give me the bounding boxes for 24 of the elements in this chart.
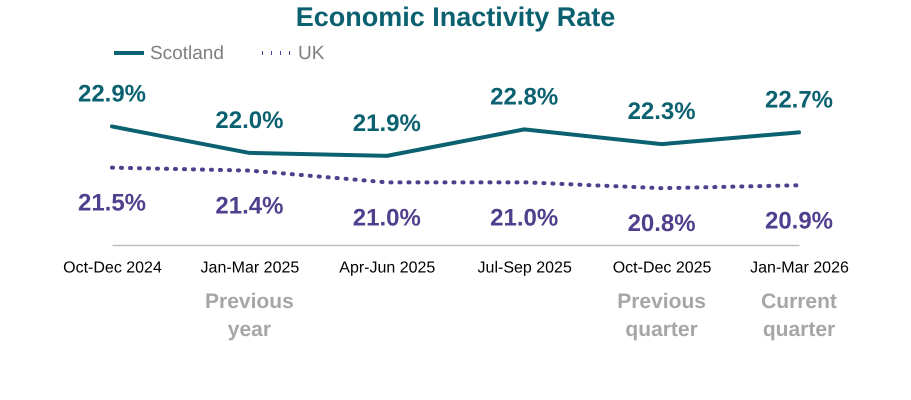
x-tick-label: Jan-Mar 2025 — [200, 260, 300, 276]
x-tick-label: Apr-Jun 2025 — [339, 260, 436, 276]
data-label: 21.0% — [352, 204, 421, 232]
data-label: 21.9% — [352, 110, 421, 137]
data-label: 21.5% — [78, 190, 146, 217]
text: Current quarter — [761, 290, 837, 341]
x-tick-label: Oct-Dec 2024 — [63, 260, 162, 276]
data-label: 20.8% — [628, 210, 696, 238]
legend-label: Scotland — [150, 43, 224, 64]
data-label: 22.0% — [215, 106, 284, 134]
data-label: 22.7% — [764, 86, 834, 114]
text: Previous year — [205, 290, 294, 341]
x-tick-label: Oct-Dec 2025 — [612, 260, 712, 276]
data-label: 22.8% — [490, 83, 558, 110]
x-tick-label: Jul-Sep 2025 — [478, 260, 572, 276]
x-tick-label: Jan-Mar 2026 — [750, 260, 849, 276]
chart-title: Economic Inactivity Rate — [296, 2, 616, 32]
legend-label: UK — [298, 43, 325, 64]
data-label: 21.0% — [490, 204, 558, 232]
data-label: 20.9% — [764, 207, 834, 234]
text: Previous quarter — [617, 290, 706, 341]
data-label: 22.9% — [78, 80, 146, 108]
data-label: 21.4% — [215, 192, 284, 220]
data-label: 22.3% — [628, 98, 696, 126]
